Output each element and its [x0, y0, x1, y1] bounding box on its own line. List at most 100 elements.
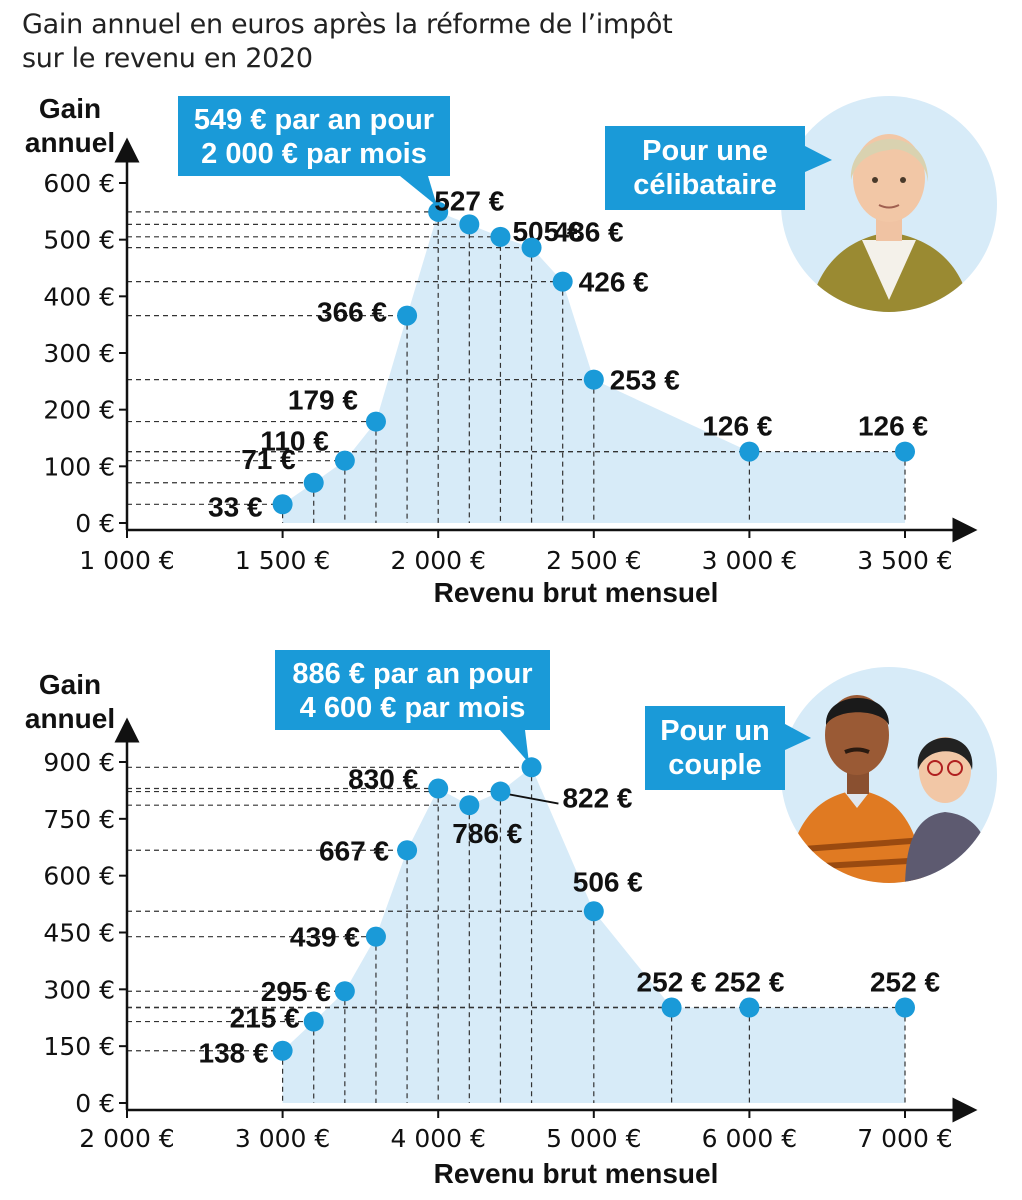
data-label: 126 €: [858, 411, 928, 442]
data-point: [397, 305, 418, 326]
badge-pointer: [805, 146, 832, 172]
woman-illustration: [781, 96, 997, 312]
data-point: [895, 441, 915, 462]
data-point: [272, 494, 293, 515]
x-tick-label: 3 000 €: [702, 546, 797, 575]
x-tick-label: 2 000 €: [390, 546, 485, 575]
badge-box: [645, 706, 785, 790]
data-label: 252 €: [637, 967, 707, 998]
callout-line-1: 549 € par an pour: [194, 104, 434, 136]
data-label: 252 €: [870, 967, 940, 998]
y-tick-label: 600 €: [43, 169, 115, 198]
data-label: 33 €: [208, 491, 263, 522]
data-point: [552, 271, 573, 292]
data-point: [583, 369, 604, 390]
data-point: [365, 411, 386, 432]
data-point: [397, 840, 418, 861]
y-tick-label: 100 €: [43, 452, 115, 481]
label-leader: [504, 792, 559, 805]
y-tick-label: 150 €: [43, 1032, 115, 1061]
y-axis-label-line-1: Gain: [39, 93, 101, 124]
data-label: 179 €: [288, 385, 358, 416]
x-tick-label: 1 500 €: [235, 546, 330, 575]
chart-couple: 0 € 150 € 300 € 450 € 600 € 750 € 900 € 2 000 €…: [25, 650, 978, 1189]
data-point: [428, 201, 449, 222]
data-point: [334, 450, 355, 471]
x-tick-label: 7 000 €: [857, 1124, 952, 1153]
data-label: 426 €: [579, 267, 649, 298]
data-label: 527 €: [434, 185, 504, 216]
data-point: [521, 237, 542, 258]
callout-line-2: 2 000 € par mois: [201, 138, 427, 170]
data-label: 506 €: [573, 866, 643, 897]
y-tick-label: 750 €: [43, 805, 115, 834]
y-tick-label: 0 €: [75, 1089, 115, 1118]
data-label: 822 €: [562, 783, 632, 814]
badge-line-2: couple: [668, 749, 761, 781]
y-tick-label: 300 €: [43, 339, 115, 368]
data-point: [490, 226, 511, 247]
page-title-line-2: sur le revenu en 2020: [22, 43, 313, 74]
data-label: 253 €: [610, 365, 680, 396]
x-tick-label: 2 000 €: [79, 1124, 174, 1153]
y-tick-label: 900 €: [43, 748, 115, 777]
data-point: [739, 441, 760, 462]
data-point: [521, 757, 542, 778]
y-tick-label: 200 €: [43, 396, 115, 425]
y-axis-label-line-2: annuel: [25, 703, 115, 734]
callout-box: [275, 650, 550, 730]
badge-box: [605, 126, 805, 210]
data-point: [459, 214, 480, 235]
y-tick-label: 600 €: [43, 862, 115, 891]
data-point: [272, 1040, 293, 1061]
y-axis-label-line-2: annuel: [25, 127, 115, 158]
data-point: [583, 901, 604, 922]
data-label: 667 €: [319, 835, 389, 866]
data-label: 252 €: [714, 967, 784, 998]
data-point: [661, 997, 682, 1018]
data-point: [459, 795, 480, 816]
badge-line-1: Pour un: [660, 715, 770, 747]
data-point: [895, 997, 915, 1018]
area-fill: [282, 211, 906, 523]
chart-single: 0 € 100 € 200 € 300 € 400 € 500 € 600 € 1 000 €…: [25, 93, 978, 608]
couple-illustration: [781, 667, 997, 883]
callout-pointer: [500, 730, 529, 763]
data-label: 439 €: [290, 922, 360, 953]
y-tick-label: 300 €: [43, 975, 115, 1004]
x-tick-label: 2 500 €: [546, 546, 641, 575]
x-tick-label: 3 000 €: [235, 1124, 330, 1153]
data-label: 126 €: [702, 411, 772, 442]
x-tick-label: 1 000 €: [79, 546, 174, 575]
data-label: 830 €: [348, 764, 418, 795]
data-point: [303, 1011, 324, 1032]
data-point: [334, 981, 355, 1002]
badge-line-2: célibataire: [633, 169, 776, 201]
badge-pointer: [785, 724, 811, 750]
x-tick-label: 3 500 €: [857, 546, 952, 575]
x-tick-label: 6 000 €: [702, 1124, 797, 1153]
data-label: 110 €: [260, 426, 329, 457]
y-tick-label: 500 €: [43, 226, 115, 255]
callout-line-2: 4 600 € par mois: [300, 692, 526, 724]
data-label: 486 €: [554, 217, 624, 248]
page-title-line-1: Gain annuel en euros après la réforme de…: [22, 9, 673, 40]
data-point: [739, 997, 760, 1018]
data-label: 786 €: [452, 818, 522, 849]
data-label: 295 €: [261, 976, 331, 1007]
badge-line-1: Pour une: [642, 135, 768, 167]
data-label: 71 €: [241, 444, 296, 475]
callout-line-1: 886 € par an pour: [292, 658, 532, 690]
data-label: 366 €: [317, 297, 387, 328]
x-axis-label: Revenu brut mensuel: [434, 577, 719, 608]
x-axis-label: Revenu brut mensuel: [434, 1158, 719, 1189]
y-tick-label: 400 €: [43, 282, 115, 311]
data-point: [365, 926, 386, 947]
data-point: [490, 781, 511, 802]
data-label: 138 €: [199, 1038, 269, 1069]
